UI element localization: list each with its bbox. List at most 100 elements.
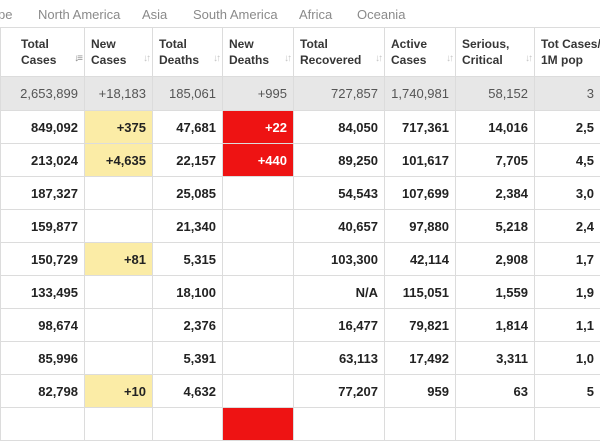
cell-total-cases: 150,729 [1, 243, 85, 276]
cell-total-cases: 85,996 [1, 342, 85, 375]
cell-serious-critical: 5,218 [456, 210, 535, 243]
header-label-line2: 1M pop [541, 53, 583, 67]
sort-icon[interactable]: ↓↑ [213, 51, 219, 67]
cell-new-cases [85, 309, 153, 342]
cell-new-deaths [223, 243, 294, 276]
sort-icon[interactable]: ↓≡ [74, 51, 81, 67]
cell-new-cases: +4,635 [85, 144, 153, 177]
cell-total-recovered: N/A [294, 276, 385, 309]
cell-tot-cases-per-1m: 2,5 [535, 111, 600, 144]
header-tot-cases-per-1m[interactable]: Tot Cases/1M pop [535, 28, 600, 77]
cell-total-recovered: 40,657 [294, 210, 385, 243]
cell-total-recovered: 89,250 [294, 144, 385, 177]
cell-tot-cases-per-1m: 5 [535, 375, 600, 408]
header-label-line2: Recovered [300, 53, 361, 67]
cell-new-cases: +375 [85, 111, 153, 144]
header-serious-critical[interactable]: Serious,Critical↓↑ [456, 28, 535, 77]
cell-total-deaths: 25,085 [153, 177, 223, 210]
cell-active-cases: 17,492 [385, 342, 456, 375]
cell-active-cases: 115,051 [385, 276, 456, 309]
cell-tot-cases-per-1m: 1,9 [535, 276, 600, 309]
cell-new-cases [85, 177, 153, 210]
cell-serious-critical: 2,384 [456, 177, 535, 210]
sort-icon[interactable]: ↓↑ [143, 51, 149, 67]
tab-oceania[interactable]: Oceania [357, 7, 405, 22]
cell-new-deaths [223, 375, 294, 408]
cell-serious-critical [456, 408, 535, 441]
cell-new-deaths [223, 210, 294, 243]
cell-serious-critical: 1,559 [456, 276, 535, 309]
cell-active-cases: 717,361 [385, 111, 456, 144]
total-new-deaths: +995 [223, 77, 294, 111]
total-total-deaths: 185,061 [153, 77, 223, 111]
cell-total-deaths: 21,340 [153, 210, 223, 243]
cell-new-deaths: +440 [223, 144, 294, 177]
tab-africa[interactable]: Africa [299, 7, 332, 22]
cell-new-cases [85, 276, 153, 309]
cell-active-cases [385, 408, 456, 441]
header-active-cases[interactable]: Active Cases ↓↑ [385, 28, 456, 77]
header-label-line2: Cases [91, 53, 126, 67]
header-label-line1: New [91, 37, 116, 51]
cell-serious-critical: 2,908 [456, 243, 535, 276]
total-total-cases: 2,653,899 [1, 77, 85, 111]
cell-total-cases: 98,674 [1, 309, 85, 342]
sort-icon[interactable]: ↓↑ [375, 51, 381, 67]
tab-asia[interactable]: Asia [142, 7, 167, 22]
header-label-line1: Serious, [462, 37, 509, 51]
cell-tot-cases-per-1m: 3,0 [535, 177, 600, 210]
cell-total-cases [1, 408, 85, 441]
cell-new-cases [85, 408, 153, 441]
cell-active-cases: 97,880 [385, 210, 456, 243]
cell-serious-critical: 7,705 [456, 144, 535, 177]
cell-active-cases: 959 [385, 375, 456, 408]
cell-total-deaths [153, 408, 223, 441]
cell-new-cases [85, 210, 153, 243]
cell-active-cases: 107,699 [385, 177, 456, 210]
header-total-cases[interactable]: Total Cases ↓≡ [1, 28, 85, 77]
cell-total-recovered: 16,477 [294, 309, 385, 342]
cell-active-cases: 42,114 [385, 243, 456, 276]
cell-total-cases: 82,798 [1, 375, 85, 408]
cell-tot-cases-per-1m: 4,5 [535, 144, 600, 177]
cell-total-cases: 849,092 [1, 111, 85, 144]
header-new-cases[interactable]: New Cases ↓↑ [85, 28, 153, 77]
tab-south-america[interactable]: South America [193, 7, 278, 22]
header-label-line2: Cases [21, 53, 56, 67]
total-serious-critical: 58,152 [456, 77, 535, 111]
cell-active-cases: 101,617 [385, 144, 456, 177]
header-label-line1: Active [391, 37, 427, 51]
cell-active-cases: 79,821 [385, 309, 456, 342]
cell-total-recovered: 103,300 [294, 243, 385, 276]
cell-total-deaths: 2,376 [153, 309, 223, 342]
cell-total-recovered: 63,113 [294, 342, 385, 375]
cell-serious-critical: 63 [456, 375, 535, 408]
tab-europe[interactable]: pe [0, 7, 12, 22]
cell-total-deaths: 18,100 [153, 276, 223, 309]
header-label-line2: Cases [391, 53, 426, 67]
cell-total-recovered [294, 408, 385, 441]
header-label-line1: Total [21, 37, 49, 51]
cell-tot-cases-per-1m: 2,4 [535, 210, 600, 243]
cell-new-cases: +10 [85, 375, 153, 408]
cell-new-deaths: +22 [223, 111, 294, 144]
sort-icon[interactable]: ↓↑ [446, 51, 452, 67]
cell-total-recovered: 77,207 [294, 375, 385, 408]
tab-north-america[interactable]: North America [38, 7, 120, 22]
sort-icon[interactable]: ↓↑ [525, 51, 531, 67]
cell-serious-critical: 14,016 [456, 111, 535, 144]
sort-icon[interactable]: ↓↑ [284, 51, 290, 67]
table-row [1, 408, 600, 441]
cell-total-recovered: 84,050 [294, 111, 385, 144]
